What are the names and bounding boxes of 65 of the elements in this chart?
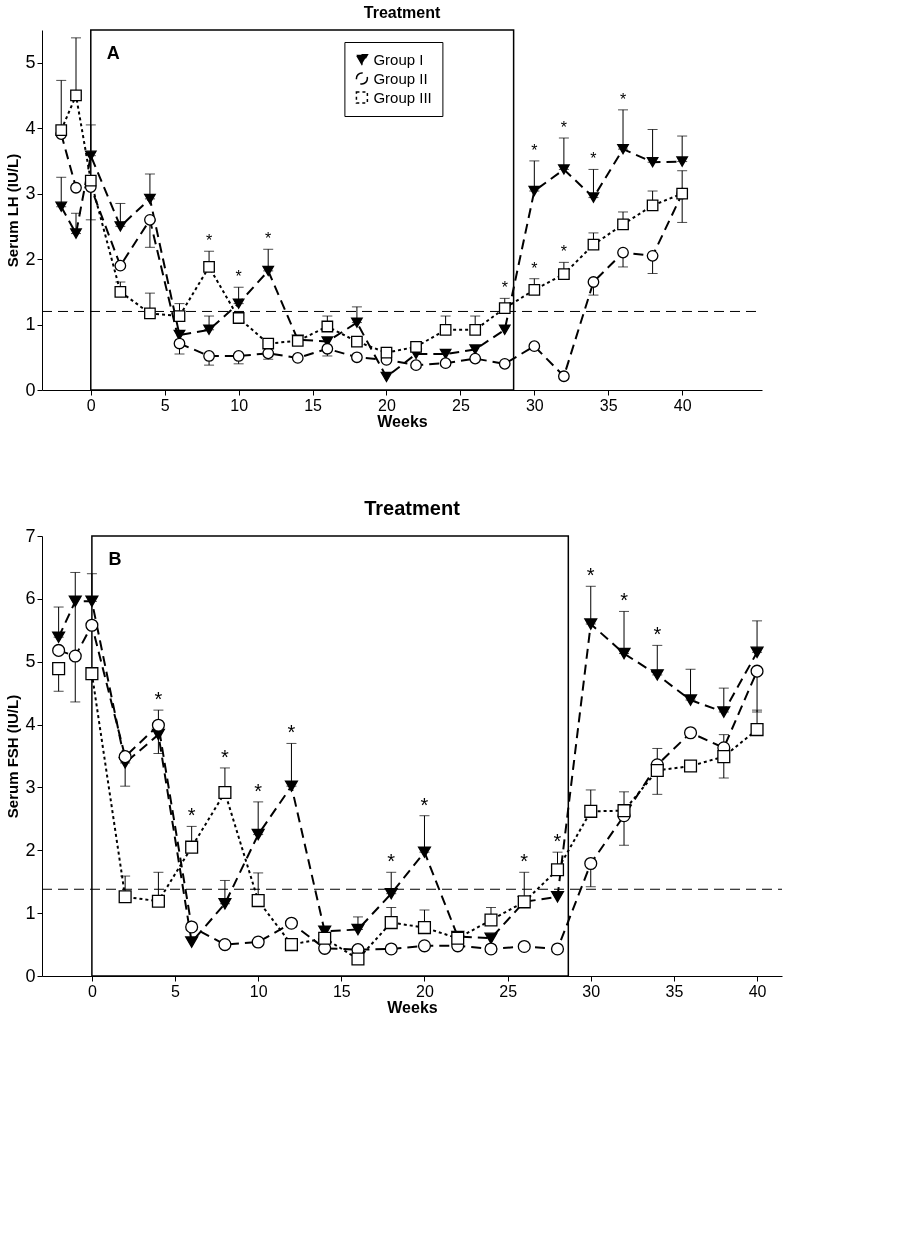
annotation: * [287,721,296,744]
legend-label: Group II [373,69,428,87]
y-tick-label: 5 [25,52,36,73]
x-tick-label: 20 [378,396,396,414]
annotation: * [387,850,396,873]
y-tick-label: 4 [25,117,36,138]
x-tick-label: 15 [332,982,351,1000]
annotation: * [265,230,272,248]
annotation: * [586,564,595,587]
annotation: * [619,90,627,108]
y-tick-label: 3 [25,776,36,797]
x-tick-label: 40 [673,396,692,414]
x-tick-label: 35 [599,396,618,414]
y-tick-label: 4 [25,714,36,735]
x-tick-label: 5 [171,982,181,1000]
x-tick-label: 15 [304,396,323,414]
annotation: B [108,549,122,569]
y-tick-label: 2 [25,248,36,269]
y-tick-label: 6 [25,588,36,609]
x-tick-label: 5 [160,396,170,414]
annotation: * [221,745,230,768]
annotation: * [620,589,629,612]
x-tick-label: 30 [582,982,601,1000]
x-tick-label: 0 [86,396,96,414]
x-tick-label: 25 [452,396,470,414]
y-tick-label: 7 [25,525,36,546]
chart-title: Treatment [364,497,461,519]
annotation: * [560,243,568,261]
x-tick-label: 30 [525,396,544,414]
annotation: A [106,43,120,63]
y-tick-label: 1 [25,314,36,335]
x-tick-label: 0 [87,982,97,1000]
x-tick-label: 25 [499,982,518,1000]
annotation: * [235,268,242,286]
annotation: * [205,232,213,250]
annotation: * [520,850,529,873]
legend-label: Group III [373,88,432,106]
y-tick-label: 5 [25,651,36,672]
x-tick-label: 10 [230,396,249,414]
y-axis-title: Serum FSH (IU/L) [4,694,22,819]
y-tick-label: 2 [25,839,36,860]
x-tick-label: 35 [665,982,684,1000]
y-tick-label: 3 [25,183,36,204]
x-axis-title: Weeks [377,412,428,430]
annotation: * [560,119,568,136]
annotation: * [420,793,429,816]
annotation: * [501,279,508,297]
chart-title: Treatment [363,4,441,22]
annotation: * [254,779,263,802]
annotation: * [154,688,163,711]
y-tick-label: 1 [25,902,36,923]
legend-label: Group I [373,50,424,68]
annotation: * [590,150,597,168]
y-axis-title: Serum LH (IU/L) [4,153,22,268]
y-tick-label: 0 [25,379,36,400]
annotation: * [531,259,538,277]
x-tick-label: 10 [249,982,268,1000]
x-tick-label: 40 [748,982,767,1000]
annotation: * [531,141,538,159]
annotation: * [553,830,562,853]
annotation: * [187,804,196,827]
x-tick-label: 20 [416,982,434,1000]
x-axis-title: Weeks [387,998,438,1016]
annotation: * [653,623,662,646]
y-tick-label: 0 [25,965,36,986]
